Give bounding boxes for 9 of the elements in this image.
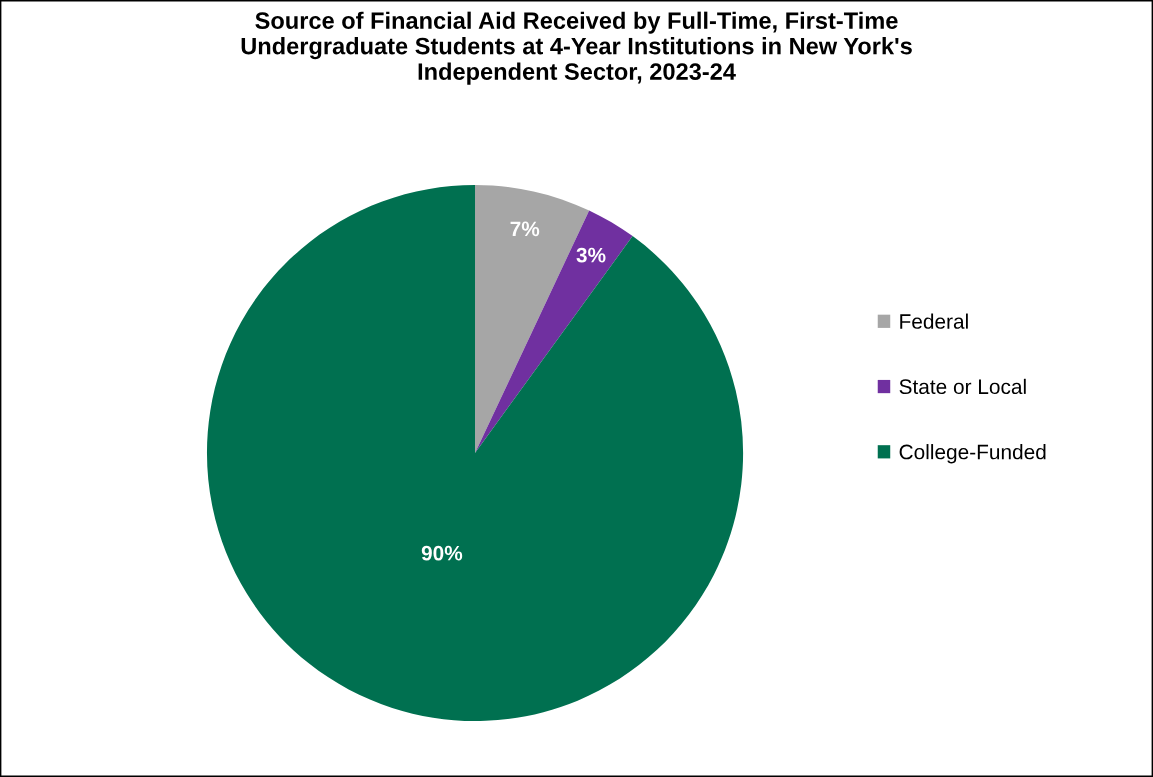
pie-slice <box>206 184 744 722</box>
chart-title: Source of Financial Aid Received by Full-Time, First-Time Undergraduate Students at 4-Year Institutions in New York's Independent Sector, 2023-24 <box>241 11 912 85</box>
pie-slice <box>475 210 633 453</box>
data-label: 7% <box>510 221 540 237</box>
data-label: 90% <box>421 545 463 561</box>
legend-label: College-Funded <box>899 444 1046 464</box>
legend-label: State or Local <box>899 378 1026 395</box>
legend-label: Federal <box>900 313 968 329</box>
data-label: 3% <box>576 247 606 263</box>
